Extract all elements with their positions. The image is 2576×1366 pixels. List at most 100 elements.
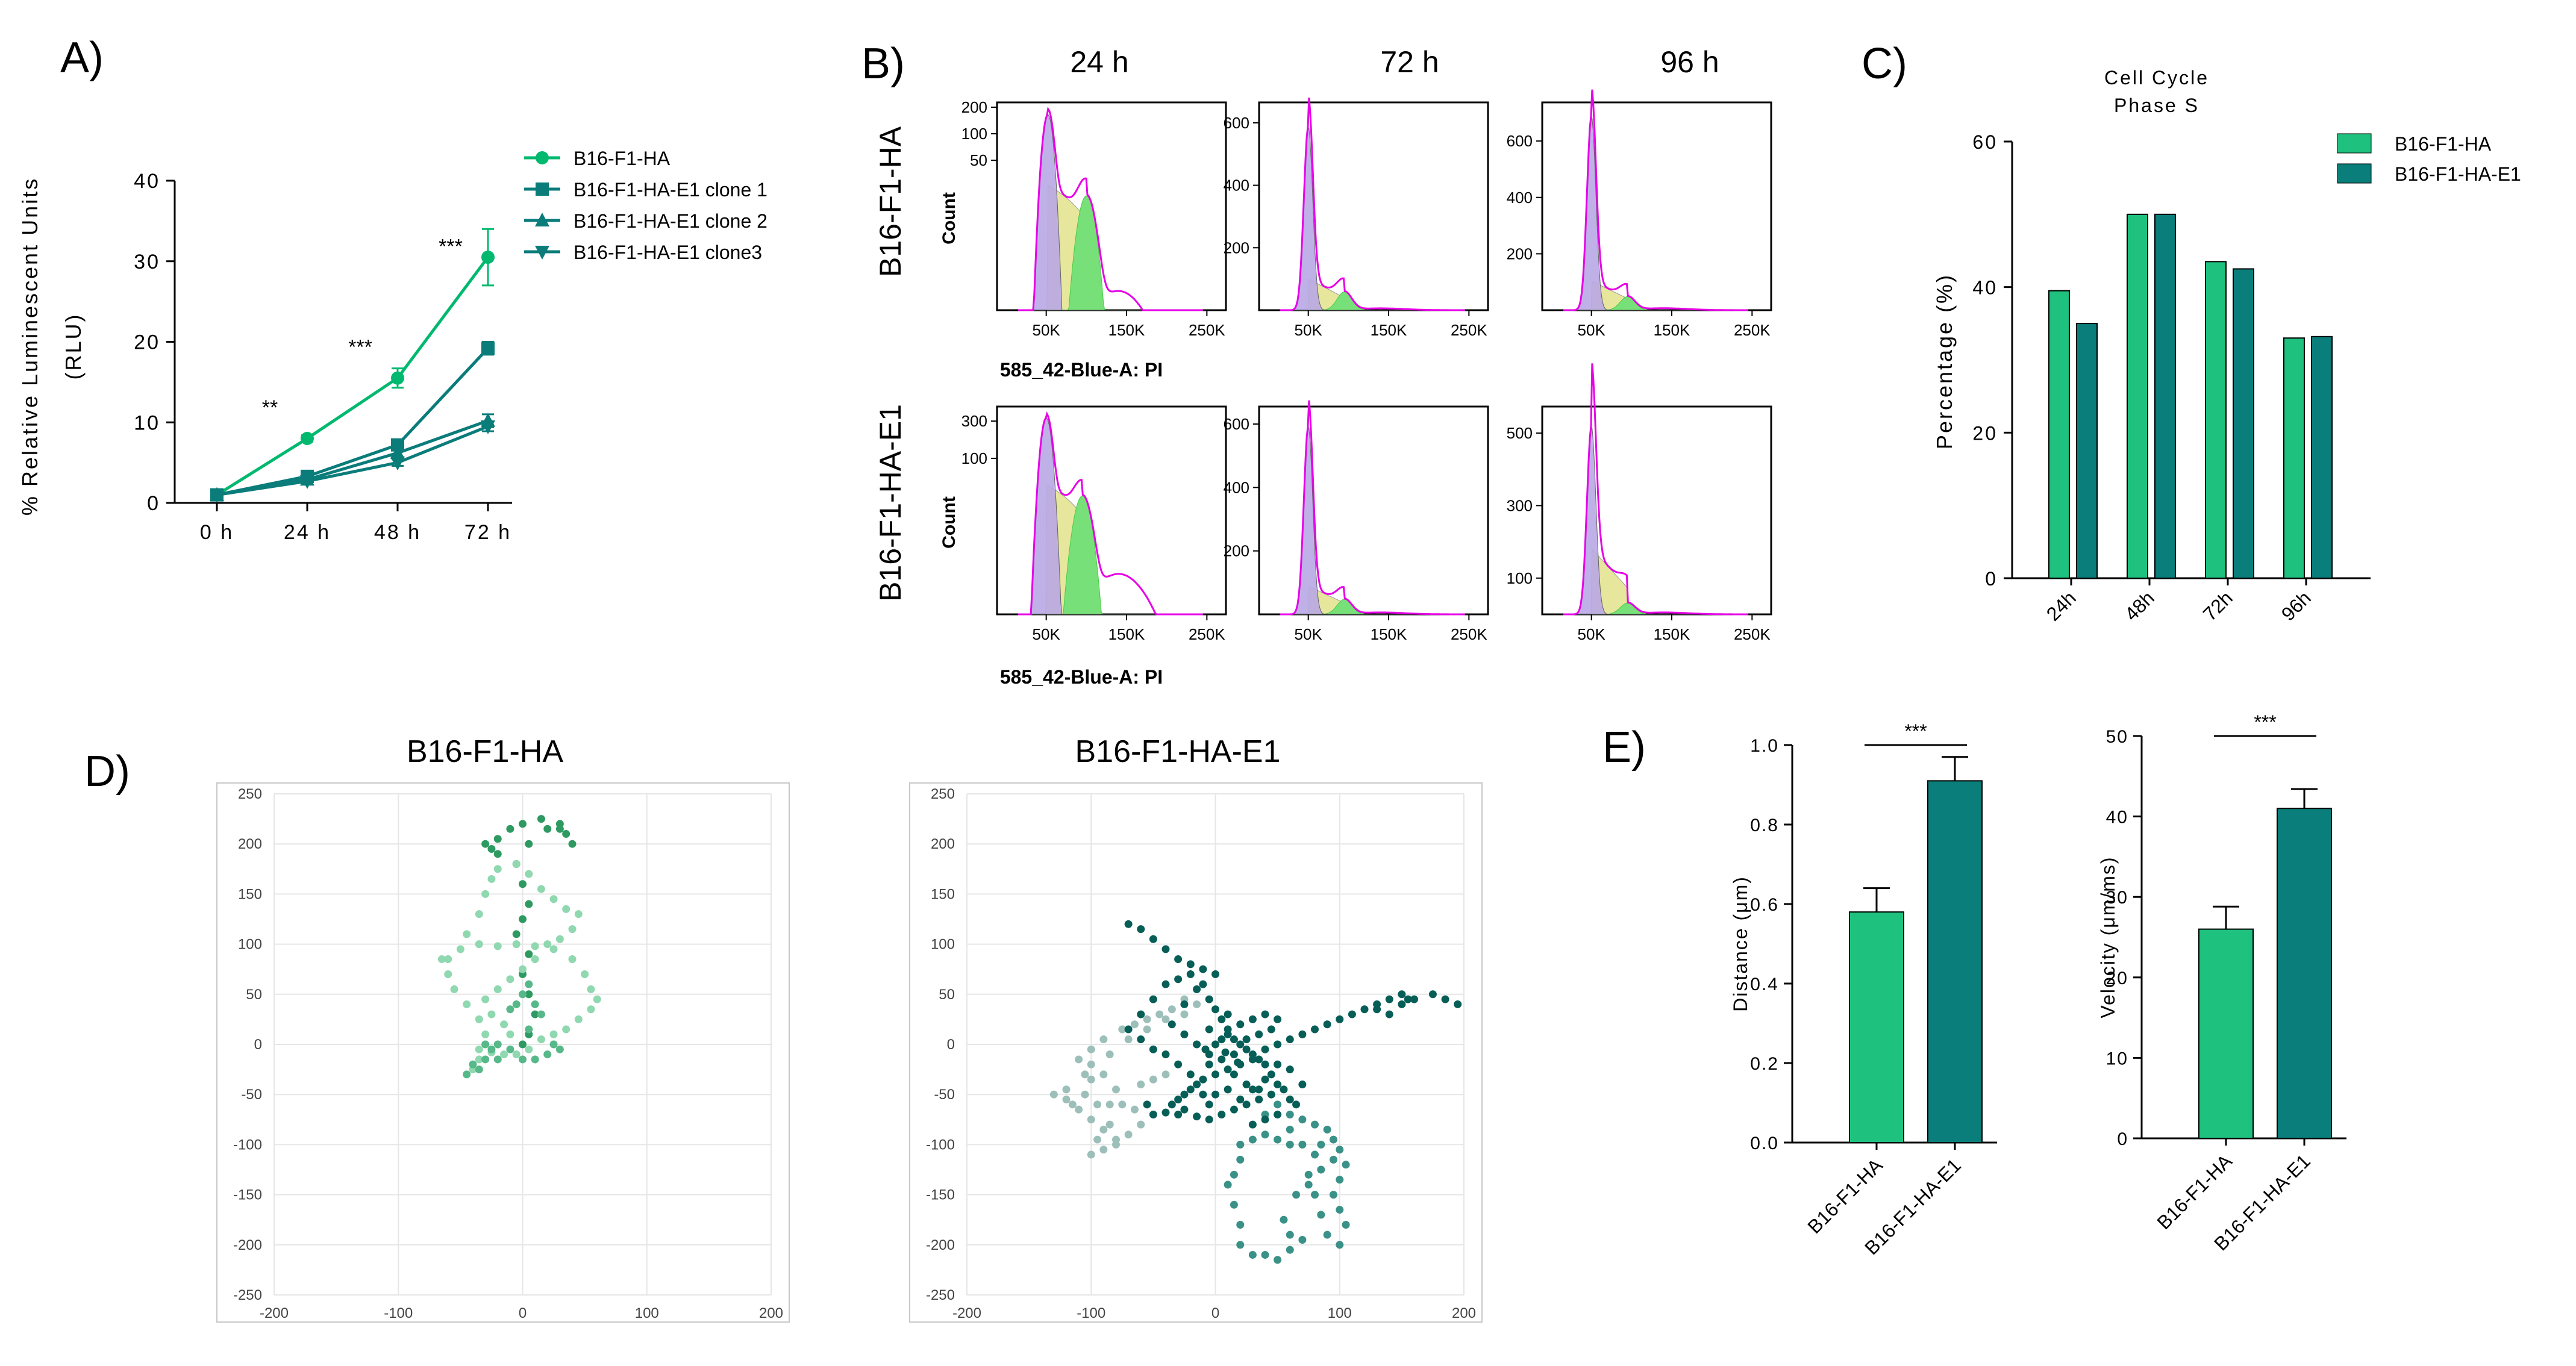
x-tick-label: 150K: [1654, 321, 1690, 339]
track-point: [531, 1055, 539, 1064]
y-tick-label: 300: [961, 412, 987, 430]
track-point: [568, 840, 577, 848]
track-point: [1342, 1221, 1350, 1229]
track-point: [1221, 1048, 1230, 1056]
track-point: [1261, 1115, 1269, 1124]
track-point: [1211, 1070, 1219, 1079]
track-point: [587, 1005, 595, 1014]
track-point: [574, 1015, 583, 1023]
track-point: [1201, 1045, 1210, 1053]
point-marker: [301, 432, 314, 445]
track-point: [1261, 1060, 1269, 1068]
track-point: [1298, 1030, 1307, 1038]
track-point: [463, 1070, 471, 1079]
track-point: [1261, 1010, 1269, 1018]
x-axis-label: 585_42-Blue-A: PI: [1000, 359, 1163, 381]
y-tick-label: 40: [2106, 808, 2128, 828]
row-label: B16-F1-HA-E1: [874, 404, 907, 602]
x-tick-label: 150K: [1108, 625, 1145, 643]
track-point: [1161, 980, 1170, 988]
track-point: [1218, 1110, 1226, 1118]
histogram-frame: [1258, 405, 1489, 616]
point-marker: [390, 457, 405, 471]
track-point: [1236, 1096, 1245, 1104]
scatter-plot-0: B16-F1-HA -200 -100 0 100 200 250 200 150 100 50 0 -…: [216, 734, 790, 1323]
track-point: [1274, 1135, 1282, 1144]
track-point: [493, 1055, 502, 1064]
track-point: [1199, 1090, 1207, 1099]
track-point: [493, 850, 502, 858]
point-marker: [481, 420, 495, 434]
bar: [1849, 911, 1904, 1143]
track-point: [481, 840, 490, 848]
track-point: [1274, 1081, 1282, 1089]
track-point: [1081, 1090, 1089, 1099]
track-point: [1410, 995, 1418, 1003]
legend-label: B16-F1-HA: [574, 148, 671, 169]
y-tick-label: -150: [926, 1187, 955, 1203]
point-marker: [481, 342, 495, 355]
track-point: [506, 975, 514, 984]
track-point: [506, 1005, 514, 1014]
track-point: [1193, 1081, 1201, 1089]
track-point: [512, 1000, 521, 1008]
track-point: [1311, 1150, 1319, 1159]
track-point: [1274, 1100, 1282, 1109]
point-marker: [481, 251, 495, 264]
point-marker: [210, 488, 224, 503]
track-point: [1087, 1150, 1095, 1159]
y-tick-label: 10: [134, 411, 160, 434]
bar: [2048, 290, 2070, 579]
track-point: [1224, 1065, 1232, 1074]
track-point: [1255, 1055, 1263, 1064]
track-point: [1236, 1221, 1245, 1229]
track-point: [531, 942, 539, 950]
y-tick-label: -50: [241, 1087, 262, 1103]
y-tick-label: -50: [934, 1087, 955, 1103]
time-label: 24 h: [1070, 45, 1128, 79]
track-point: [1218, 1055, 1226, 1064]
x-tick-label: 150K: [1108, 321, 1145, 339]
track-point: [1236, 1020, 1245, 1029]
bar: [2233, 268, 2254, 579]
track-point: [525, 990, 533, 999]
track-point: [1218, 1035, 1226, 1044]
track-point: [1186, 960, 1195, 968]
x-tick-label: 150K: [1371, 625, 1407, 643]
legend-swatch: [2337, 133, 2372, 154]
track-point: [1236, 1140, 1245, 1149]
point-marker: [390, 445, 405, 460]
y-tick-label: 0.2: [1750, 1054, 1779, 1074]
y-tick-label: 20: [2106, 968, 2128, 988]
series-1: [210, 341, 495, 502]
track-point: [1311, 1025, 1319, 1034]
track-point: [469, 1060, 477, 1068]
track-point: [1205, 1060, 1213, 1068]
track-point: [1186, 1070, 1195, 1079]
y-tick-label: 50: [970, 151, 987, 169]
track-point: [1186, 1085, 1195, 1094]
y-tick-label: 1.0: [1750, 736, 1779, 756]
bar: [2076, 323, 2098, 579]
track-point: [1161, 1050, 1170, 1059]
x-tick-label: 0: [519, 1305, 527, 1321]
track-point: [531, 955, 539, 964]
track-point: [1180, 1030, 1189, 1038]
significance-label: **: [262, 396, 278, 419]
track-point: [1224, 1180, 1232, 1189]
y-tick-label: 250: [238, 786, 262, 802]
track-point: [1062, 1096, 1071, 1104]
track-point: [1093, 1135, 1102, 1144]
track-point: [1143, 1025, 1151, 1034]
plot-title: B16-F1-HA-E1: [1075, 734, 1281, 769]
time-label: 72 h: [1380, 45, 1439, 79]
track-point: [555, 825, 564, 833]
track-point: [1286, 1065, 1294, 1074]
track-point: [1261, 1045, 1269, 1053]
track-point: [1274, 1040, 1282, 1049]
histogram-frame: [1258, 101, 1489, 311]
y-tick-label: 0: [947, 1037, 955, 1053]
x-axis-label: 585_42-Blue-A: PI: [1000, 666, 1163, 688]
y-tick-label: 0.4: [1750, 975, 1779, 994]
